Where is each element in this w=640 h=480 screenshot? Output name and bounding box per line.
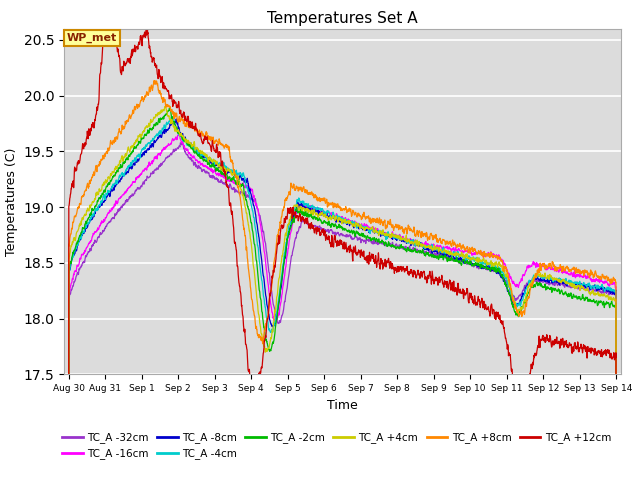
TC_A -32cm [179, 138, 186, 144]
TC_A +4cm [162, 102, 170, 108]
TC_A +12cm [405, 272, 413, 277]
TC_A -8cm [589, 283, 596, 289]
TC_A -4cm [405, 240, 413, 245]
TC_A -16cm [589, 277, 596, 283]
TC_A -8cm [348, 221, 356, 227]
TC_A +8cm [214, 142, 222, 147]
TC_A -8cm [505, 289, 513, 295]
TC_A +12cm [214, 155, 222, 160]
TC_A -4cm [214, 163, 222, 168]
TC_A -2cm [589, 299, 596, 304]
TC_A -16cm [348, 218, 356, 224]
Line: TC_A +12cm: TC_A +12cm [68, 0, 616, 480]
TC_A -2cm [214, 167, 222, 172]
TC_A -32cm [214, 179, 222, 184]
TC_A -2cm [167, 108, 175, 114]
TC_A -4cm [169, 114, 177, 120]
TC_A +4cm [167, 119, 175, 125]
Line: TC_A -32cm: TC_A -32cm [68, 141, 616, 480]
Line: TC_A +4cm: TC_A +4cm [68, 105, 616, 480]
TC_A -4cm [166, 119, 174, 125]
TC_A +4cm [505, 282, 513, 288]
TC_A -4cm [348, 219, 356, 225]
TC_A -2cm [165, 106, 173, 111]
TC_A -32cm [589, 288, 596, 294]
Y-axis label: Temperatures (C): Temperatures (C) [5, 147, 18, 256]
TC_A -32cm [505, 284, 513, 290]
TC_A +12cm [505, 352, 513, 358]
TC_A +12cm [589, 348, 596, 354]
TC_A +8cm [405, 223, 413, 229]
TC_A +4cm [348, 221, 356, 227]
TC_A +8cm [505, 277, 513, 283]
TC_A +8cm [589, 272, 596, 277]
TC_A -16cm [405, 237, 413, 242]
TC_A +4cm [405, 236, 413, 242]
TC_A -4cm [589, 283, 596, 289]
Legend: TC_A -32cm, TC_A -16cm, TC_A -8cm, TC_A -4cm, TC_A -2cm, TC_A +4cm, TC_A +8cm, T: TC_A -32cm, TC_A -16cm, TC_A -8cm, TC_A … [58, 428, 615, 463]
TC_A -16cm [175, 131, 183, 137]
TC_A -16cm [166, 141, 174, 147]
TC_A -2cm [405, 247, 413, 252]
TC_A -32cm [348, 236, 356, 242]
TC_A +8cm [150, 78, 158, 84]
TC_A -4cm [505, 281, 513, 287]
Text: WP_met: WP_met [67, 33, 117, 43]
TC_A +12cm [348, 247, 356, 253]
TC_A -32cm [405, 246, 413, 252]
TC_A -8cm [214, 161, 222, 167]
Line: TC_A -2cm: TC_A -2cm [68, 108, 616, 480]
Line: TC_A -4cm: TC_A -4cm [68, 117, 616, 480]
TC_A -8cm [166, 122, 174, 128]
TC_A -8cm [405, 240, 413, 245]
TC_A +8cm [167, 107, 175, 113]
TC_A -16cm [505, 271, 513, 276]
TC_A +4cm [214, 163, 222, 169]
TC_A -8cm [173, 116, 180, 122]
TC_A +12cm [167, 96, 175, 101]
TC_A +8cm [348, 212, 356, 218]
TC_A -2cm [348, 228, 356, 234]
X-axis label: Time: Time [327, 399, 358, 412]
Line: TC_A -16cm: TC_A -16cm [68, 134, 616, 480]
TC_A -2cm [505, 290, 513, 296]
TC_A -16cm [214, 171, 222, 177]
TC_A -32cm [166, 152, 174, 157]
Line: TC_A -8cm: TC_A -8cm [68, 119, 616, 480]
Title: Temperatures Set A: Temperatures Set A [267, 11, 418, 26]
Line: TC_A +8cm: TC_A +8cm [68, 81, 616, 480]
TC_A +4cm [589, 290, 596, 296]
